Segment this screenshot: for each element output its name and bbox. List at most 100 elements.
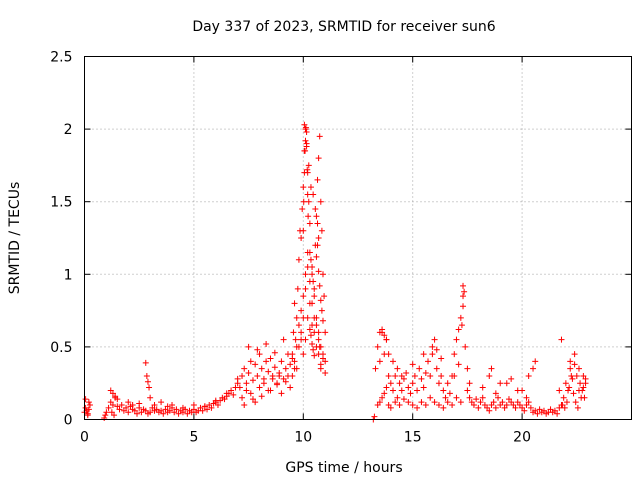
data-point — [405, 399, 412, 406]
data-point — [458, 322, 465, 329]
data-point — [282, 365, 289, 372]
data-point — [314, 176, 321, 183]
data-point — [247, 358, 254, 365]
data-point — [160, 410, 167, 417]
data-point — [387, 380, 394, 387]
data-point — [400, 396, 407, 403]
data-point — [317, 361, 324, 368]
data-point — [311, 329, 318, 336]
data-point — [295, 322, 302, 329]
data-point — [280, 336, 287, 343]
data-point — [394, 394, 401, 401]
data-point — [271, 364, 278, 371]
data-point — [300, 351, 307, 358]
data-point — [319, 271, 326, 278]
data-point — [460, 282, 467, 289]
data-point — [521, 407, 528, 414]
data-point — [304, 264, 311, 271]
data-point — [385, 351, 392, 358]
data-point — [398, 372, 405, 379]
data-point — [302, 285, 309, 292]
axis-ticks: 0 5 10 15 20 0 0.5 1 1.5 2 2.5 — [50, 50, 632, 446]
data-point — [260, 380, 267, 387]
data-point — [569, 375, 576, 382]
data-point — [444, 399, 451, 406]
data-point — [461, 288, 468, 295]
data-point — [387, 404, 394, 411]
data-point — [449, 401, 456, 408]
data-point — [433, 346, 440, 353]
data-point — [442, 394, 449, 401]
data-point — [201, 403, 208, 410]
data-point — [558, 336, 565, 343]
y-tick-label: 1 — [64, 267, 73, 283]
y-tick-label: 2 — [64, 122, 73, 138]
data-point — [567, 365, 574, 372]
data-point — [102, 412, 109, 419]
data-point — [416, 365, 423, 372]
data-point — [453, 394, 460, 401]
data-point — [322, 329, 329, 336]
data-point — [307, 256, 314, 263]
data-point — [278, 358, 285, 365]
data-point — [310, 346, 317, 353]
data-point — [582, 375, 589, 382]
data-point — [315, 351, 322, 358]
data-point — [295, 256, 302, 263]
data-point — [249, 396, 256, 403]
data-point — [142, 359, 149, 366]
data-point — [561, 404, 568, 411]
data-point — [372, 365, 379, 372]
data-point — [319, 355, 326, 362]
data-point — [379, 394, 386, 401]
data-point — [315, 155, 322, 162]
data-point — [492, 404, 499, 411]
data-point — [315, 268, 322, 275]
data-point — [305, 198, 312, 205]
data-point — [129, 401, 136, 408]
data-point — [125, 409, 132, 416]
data-point — [147, 409, 154, 416]
data-point — [385, 372, 392, 379]
data-point — [317, 297, 324, 304]
data-point — [383, 384, 390, 391]
data-point — [497, 380, 504, 387]
data-point — [530, 365, 537, 372]
data-point — [414, 387, 421, 394]
data-point — [466, 394, 473, 401]
data-point — [125, 399, 132, 406]
data-point — [123, 404, 130, 411]
data-point — [258, 365, 265, 372]
data-point — [300, 198, 307, 205]
data-point — [144, 378, 151, 385]
data-point — [84, 412, 91, 419]
data-point — [287, 384, 294, 391]
data-point — [212, 397, 219, 404]
data-point — [311, 352, 318, 359]
data-point — [314, 220, 321, 227]
data-point — [245, 370, 252, 377]
data-point — [446, 390, 453, 397]
data-point — [228, 387, 235, 394]
data-point — [304, 166, 311, 173]
data-point — [234, 375, 241, 382]
data-point — [431, 399, 438, 406]
data-point — [512, 404, 519, 411]
data-point — [321, 293, 328, 300]
data-point — [310, 191, 317, 198]
data-point — [190, 401, 197, 408]
data-point — [136, 400, 143, 407]
y-tick-label: 2.5 — [50, 50, 72, 66]
data-point — [282, 378, 289, 385]
data-point — [239, 372, 246, 379]
data-point — [302, 147, 309, 154]
data-point — [263, 358, 270, 365]
data-point — [407, 390, 414, 397]
data-point — [173, 406, 180, 413]
data-point — [460, 293, 467, 300]
data-point — [470, 401, 477, 408]
data-point — [306, 278, 313, 285]
data-point — [116, 406, 123, 413]
